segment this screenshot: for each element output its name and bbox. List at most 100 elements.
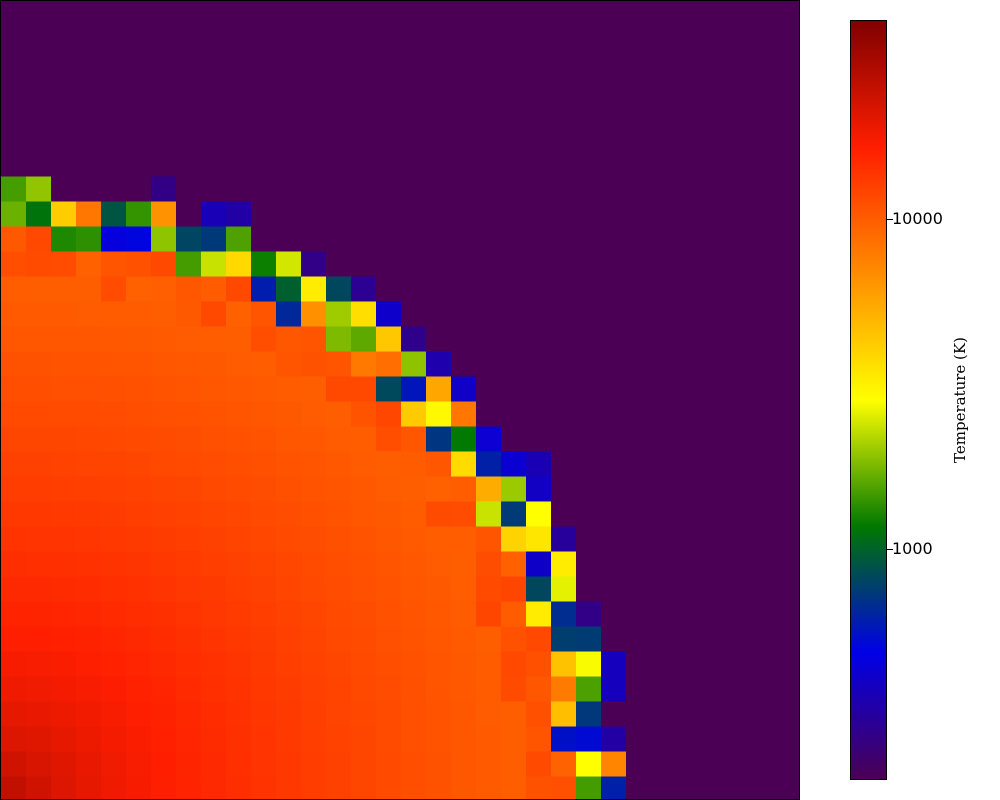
heatmap-cell [201,376,227,402]
heatmap-cell [176,451,202,477]
heatmap-cell [476,26,502,52]
heatmap-cell [751,151,777,177]
heatmap-cell [676,51,702,77]
heatmap-cell [176,651,202,677]
heatmap-cell [401,476,427,502]
heatmap-cell [451,26,477,52]
heatmap-cell [501,476,527,502]
heatmap-cell [376,176,402,202]
heatmap-cell [776,1,799,27]
heatmap-cell [276,551,302,577]
heatmap-cell [301,501,327,527]
heatmap-cell [701,276,727,302]
heatmap-cell [526,326,552,352]
heatmap-cell [626,776,652,799]
heatmap-cell [501,401,527,427]
heatmap-cell [451,776,477,799]
heatmap-cell [526,526,552,552]
heatmap-cell [276,776,302,799]
heatmap-cell [51,701,77,727]
heatmap-cell [276,726,302,752]
colorbar-tick [887,549,893,551]
heatmap-cell [376,676,402,702]
heatmap-cell [301,651,327,677]
heatmap-cell [401,526,427,552]
heatmap-cell [776,276,799,302]
heatmap-cell [326,1,352,27]
heatmap-cell [276,701,302,727]
heatmap-cell [226,626,252,652]
heatmap-cell [701,626,727,652]
heatmap-cell [51,326,77,352]
heatmap-cell [251,576,277,602]
heatmap-cell [51,101,77,127]
heatmap-cell [751,176,777,202]
heatmap-cell [551,151,577,177]
heatmap-cell [426,101,452,127]
heatmap-cell [1,151,27,177]
heatmap-cell [726,451,752,477]
heatmap-cell [676,201,702,227]
heatmap-cell [351,776,377,799]
heatmap-cell [501,251,527,277]
heatmap-cell [476,551,502,577]
heatmap-cell [251,176,277,202]
heatmap-cell [751,326,777,352]
heatmap-cell [426,276,452,302]
heatmap-cell [601,776,627,799]
heatmap-cell [1,76,27,102]
heatmap-cell [176,26,202,52]
heatmap-cell [426,26,452,52]
heatmap-cell [776,326,799,352]
heatmap-cell [351,551,377,577]
heatmap-cell [276,126,302,152]
heatmap-cell [76,751,102,777]
heatmap-cell [301,226,327,252]
heatmap-cell [476,726,502,752]
heatmap-cell [501,26,527,52]
heatmap-cell [626,26,652,52]
heatmap-cell [751,126,777,152]
heatmap-cell [626,476,652,502]
heatmap-cell [101,126,127,152]
heatmap-cell [201,776,227,799]
heatmap-cell [101,251,127,277]
heatmap-cell [126,576,152,602]
heatmap-cell [751,526,777,552]
heatmap-cell [551,451,577,477]
heatmap-cell [376,51,402,77]
heatmap-cell [226,651,252,677]
heatmap-cell [526,51,552,77]
heatmap-cell [151,601,177,627]
heatmap-cell [51,576,77,602]
heatmap-cell [551,751,577,777]
heatmap-cell [401,701,427,727]
heatmap-cell [726,376,752,402]
heatmap-cell [751,51,777,77]
heatmap-cell [201,351,227,377]
heatmap-cell [326,176,352,202]
heatmap-cell [176,126,202,152]
heatmap-cell [76,626,102,652]
heatmap-cell [301,551,327,577]
heatmap-cell [651,576,677,602]
heatmap-cell [676,151,702,177]
heatmap-cell [426,676,452,702]
heatmap-cell [451,226,477,252]
heatmap-cell [101,401,127,427]
heatmap-cell [26,126,52,152]
heatmap-cell [576,201,602,227]
heatmap-cell [426,201,452,227]
heatmap-cell [51,276,77,302]
heatmap-cell [276,176,302,202]
heatmap-cell [451,626,477,652]
heatmap-cell [151,501,177,527]
heatmap-cell [26,726,52,752]
heatmap-cell [676,576,702,602]
heatmap-cell [151,376,177,402]
heatmap-cell [426,776,452,799]
heatmap-cell [651,426,677,452]
heatmap-cell [351,601,377,627]
heatmap-cell [276,576,302,602]
heatmap-cell [101,301,127,327]
